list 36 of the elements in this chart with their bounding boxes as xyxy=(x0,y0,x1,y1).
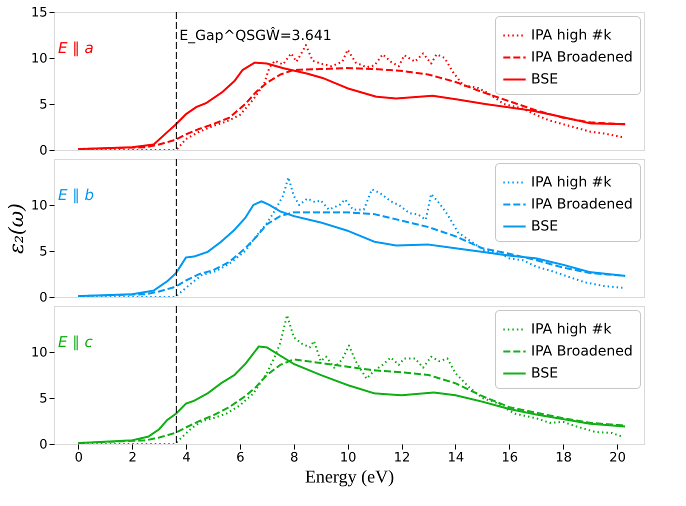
legend-label: IPA high #k xyxy=(531,28,612,44)
annotation: E ∥ c xyxy=(58,333,94,351)
x-tick-label: 14 xyxy=(448,450,464,466)
legend-label: BSE xyxy=(531,366,558,382)
y-tick-label: 0 xyxy=(39,438,48,452)
legend-label: IPA high #k xyxy=(531,322,612,338)
x-tick-label: 10 xyxy=(340,450,356,466)
y-tick-label: 0 xyxy=(39,290,48,306)
y-tick-label: 10 xyxy=(30,198,48,214)
y-tick-label: 10 xyxy=(30,346,48,360)
annotation: E ∥ a xyxy=(58,39,94,57)
legend-label: IPA Broadened xyxy=(531,344,633,360)
y-tick-label: 10 xyxy=(30,52,48,66)
legend-label: IPA Broadened xyxy=(531,196,633,212)
x-tick-label: 0 xyxy=(74,450,83,466)
y-tick-label: 15 xyxy=(30,6,48,20)
x-tick-label: 6 xyxy=(236,450,245,466)
legend-label: BSE xyxy=(531,72,558,88)
x-tick-label: 12 xyxy=(394,450,410,466)
x-tick-label: 2 xyxy=(128,450,137,466)
y-tick-label: 5 xyxy=(39,244,48,260)
x-tick-label: 20 xyxy=(609,450,626,466)
y-tick-label: 5 xyxy=(39,98,48,112)
x-axis-title: Energy (eV) xyxy=(304,466,394,486)
x-tick-label: 4 xyxy=(182,450,191,466)
y-tick-label: 5 xyxy=(39,392,48,406)
x-tick-label: 18 xyxy=(555,450,572,466)
x-tick-label: 16 xyxy=(502,450,518,466)
ref-line-label: E_Gap^QSGŴ=3.641 xyxy=(179,26,332,44)
legend-label: IPA Broadened xyxy=(531,50,633,66)
x-tick-label: 8 xyxy=(290,450,298,466)
y-axis-title: ε₂(ω) xyxy=(4,203,28,254)
y-tick-label: 0 xyxy=(39,144,48,158)
legend-label: IPA high #k xyxy=(531,174,612,190)
annotation: E ∥ b xyxy=(58,186,94,204)
legend-label: BSE xyxy=(531,218,558,234)
